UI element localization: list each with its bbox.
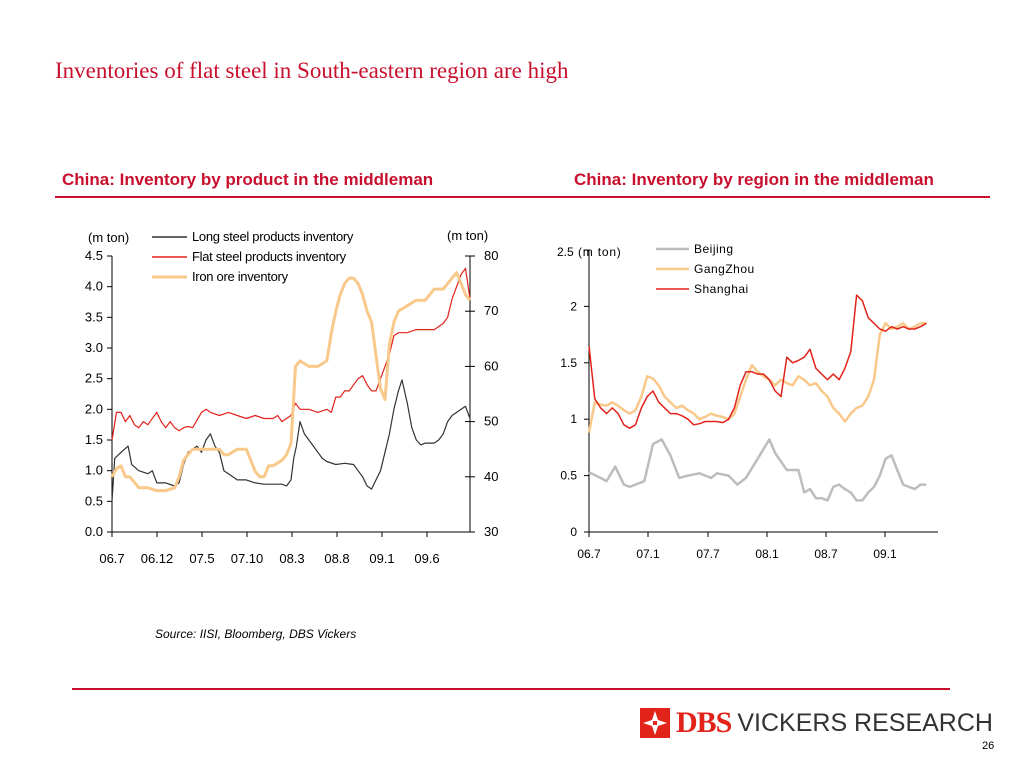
series-line-3	[110, 271, 472, 493]
region-x-tick-label: 09.1	[873, 547, 897, 561]
y-right-tick-label: 50	[484, 414, 498, 429]
x-tick-label: 06.12	[141, 551, 174, 566]
region-legend-label: Shanghai	[694, 282, 749, 296]
region-y-tick-label: 0.5	[560, 469, 577, 483]
region-y-tick-label: 0	[570, 525, 577, 539]
legend-label: Iron ore inventory	[192, 269, 289, 284]
region-y-tick-label: 1	[570, 412, 577, 426]
y-right-tick-label: 70	[484, 303, 498, 318]
y-left-tick-label: 1.5	[85, 432, 103, 447]
x-tick-label: 07.10	[231, 551, 264, 566]
y-left-tick-label: 1.0	[85, 463, 103, 478]
y-left-tick-label: 4.5	[85, 248, 103, 263]
region-series-line-3	[588, 294, 927, 429]
series-line-2	[111, 267, 471, 441]
y-left-tick-label: 3.0	[85, 340, 103, 355]
source-note: Source: IISI, Bloomberg, DBS Vickers	[155, 627, 357, 641]
region-x-tick-label: 08.1	[755, 547, 779, 561]
x-tick-label: 08.3	[279, 551, 304, 566]
page-number: 26	[982, 740, 995, 752]
region-series-line-2	[587, 322, 927, 433]
dbs-logo: DBS VICKERS RESEARCH	[640, 705, 993, 741]
logo-word: DBS	[676, 706, 732, 739]
y-left-tick-label: 3.5	[85, 309, 103, 324]
y-right-tick-label: 40	[484, 469, 498, 484]
x-tick-label: 06.7	[99, 551, 124, 566]
region-x-tick-label: 08.7	[814, 547, 838, 561]
top-divider	[55, 196, 990, 198]
x-tick-label: 09.6	[414, 551, 439, 566]
x-tick-label: 09.1	[369, 551, 394, 566]
y-left-tick-label: 2.0	[85, 401, 103, 416]
right-unit-label: (m ton)	[447, 228, 488, 243]
x-tick-label: 08.8	[324, 551, 349, 566]
logo-subtitle: VICKERS RESEARCH	[737, 708, 993, 737]
y-left-tick-label: 4.0	[85, 279, 103, 294]
chart-right-title: China: Inventory by region in the middle…	[574, 170, 934, 189]
region-x-tick-label: 07.1	[636, 547, 660, 561]
chart-left-title: China: Inventory by product in the middl…	[62, 170, 434, 189]
region-y-tick-label: 2	[570, 299, 577, 313]
legend-label: Long steel products inventory	[192, 229, 354, 244]
region-y-top-label: 2.5	[557, 245, 574, 259]
y-left-tick-label: 0.5	[85, 493, 103, 508]
region-x-tick-label: 06.7	[577, 547, 601, 561]
legend-label: Flat steel products inventory	[192, 249, 347, 264]
region-x-tick-label: 07.7	[696, 547, 720, 561]
y-right-tick-label: 80	[484, 248, 498, 263]
y-right-tick-label: 30	[484, 524, 498, 539]
region-unit-label: (m ton)	[578, 245, 622, 259]
region-series-line-1	[588, 438, 927, 502]
dbs-star-icon	[640, 708, 670, 738]
left-unit-label: (m ton)	[88, 230, 129, 245]
bottom-divider	[72, 688, 950, 690]
slide-title: Inventories of flat steel in South-easte…	[55, 58, 569, 83]
x-tick-label: 07.5	[189, 551, 214, 566]
y-left-tick-label: 2.5	[85, 371, 103, 386]
y-left-tick-label: 0.0	[85, 524, 103, 539]
region-legend-label: GangZhou	[694, 262, 755, 276]
region-y-tick-label: 1.5	[560, 356, 577, 370]
y-right-tick-label: 60	[484, 358, 498, 373]
series-line-1	[111, 379, 471, 502]
region-legend-label: Beijing	[694, 242, 734, 256]
